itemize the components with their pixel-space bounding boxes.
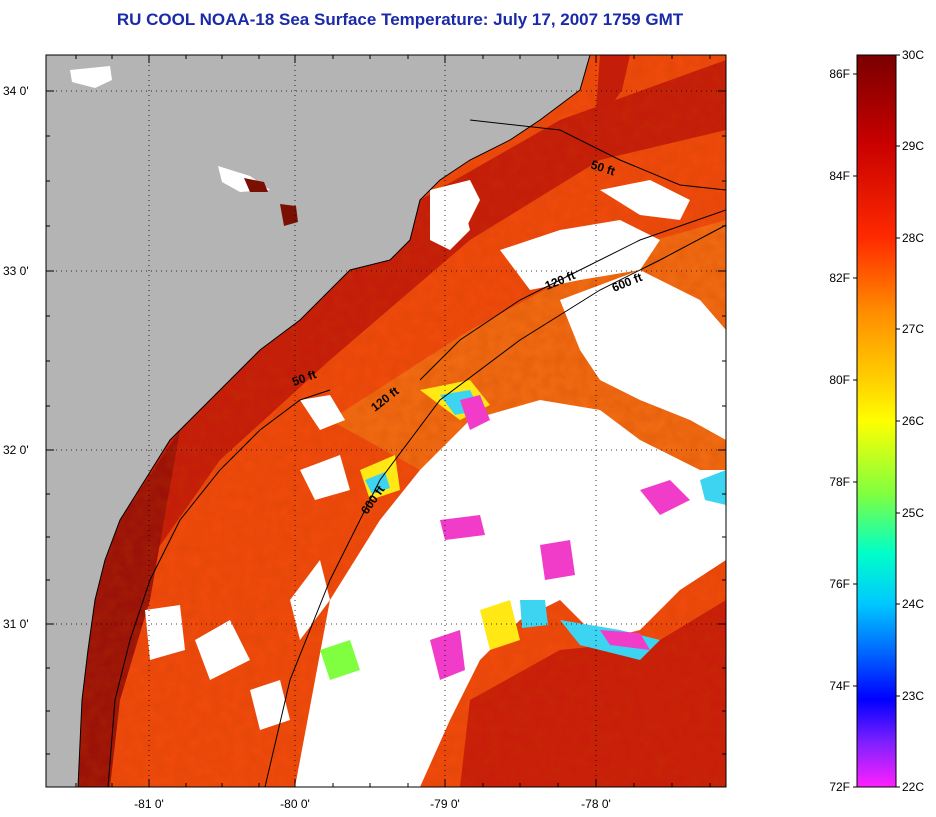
axis-ticks	[46, 55, 726, 787]
lat-label-32: 32 0'	[3, 443, 29, 457]
colorbar-ticks	[853, 54, 900, 788]
cb-label-28c: 28C	[902, 231, 924, 245]
cb-label-23c: 23C	[902, 689, 924, 703]
cb-label-72f: 72F	[829, 780, 850, 794]
lat-label-33: 33 0'	[3, 264, 29, 278]
land-mass	[46, 55, 590, 787]
inland-no-data-1	[70, 66, 112, 88]
cb-label-78f: 78F	[829, 475, 850, 489]
cb-label-26c: 26C	[902, 414, 924, 428]
cloud-mask	[145, 180, 726, 787]
lat-label-31: 31 0'	[3, 617, 29, 631]
cb-label-29c: 29C	[902, 139, 924, 153]
inland-lake-1	[244, 178, 268, 192]
sst-cool-fringes	[320, 380, 726, 680]
cb-label-82f: 82F	[829, 271, 850, 285]
cb-label-24c: 24C	[902, 597, 924, 611]
lon-label-79: -79 0'	[430, 797, 460, 811]
isobath-50ft-north	[469, 119, 726, 191]
cb-label-27c: 27C	[902, 322, 924, 336]
lon-label-80: -80 0'	[280, 797, 310, 811]
coastal-no-data	[430, 180, 480, 240]
map-frame	[45, 54, 727, 788]
cb-label-25c: 25C	[902, 506, 924, 520]
lat-label-34: 34 0'	[3, 84, 29, 98]
colorbar-gradient	[857, 55, 896, 787]
lon-label-78: -78 0'	[581, 797, 611, 811]
cb-label-76f: 76F	[829, 577, 850, 591]
cb-label-86f: 86F	[829, 67, 850, 81]
isobath-600ft	[264, 224, 726, 787]
map-plot-area	[46, 55, 726, 787]
map-title: RU COOL NOAA-18 Sea Surface Temperature:…	[116, 10, 684, 29]
isobath-120ft	[419, 209, 726, 381]
cb-label-84f: 84F	[829, 169, 850, 183]
cb-label-22c: 22C	[902, 780, 924, 794]
cb-label-74f: 74F	[829, 679, 850, 693]
cb-label-80f: 80F	[829, 373, 850, 387]
inland-lake-2	[280, 204, 298, 226]
sst-northeast-sliver	[596, 55, 630, 110]
isobath-50ft-south	[107, 389, 331, 787]
lon-label-81: -81 0'	[134, 797, 164, 811]
cb-label-30c: 30C	[902, 48, 924, 62]
coastline	[77, 55, 591, 787]
graticule	[46, 55, 726, 787]
